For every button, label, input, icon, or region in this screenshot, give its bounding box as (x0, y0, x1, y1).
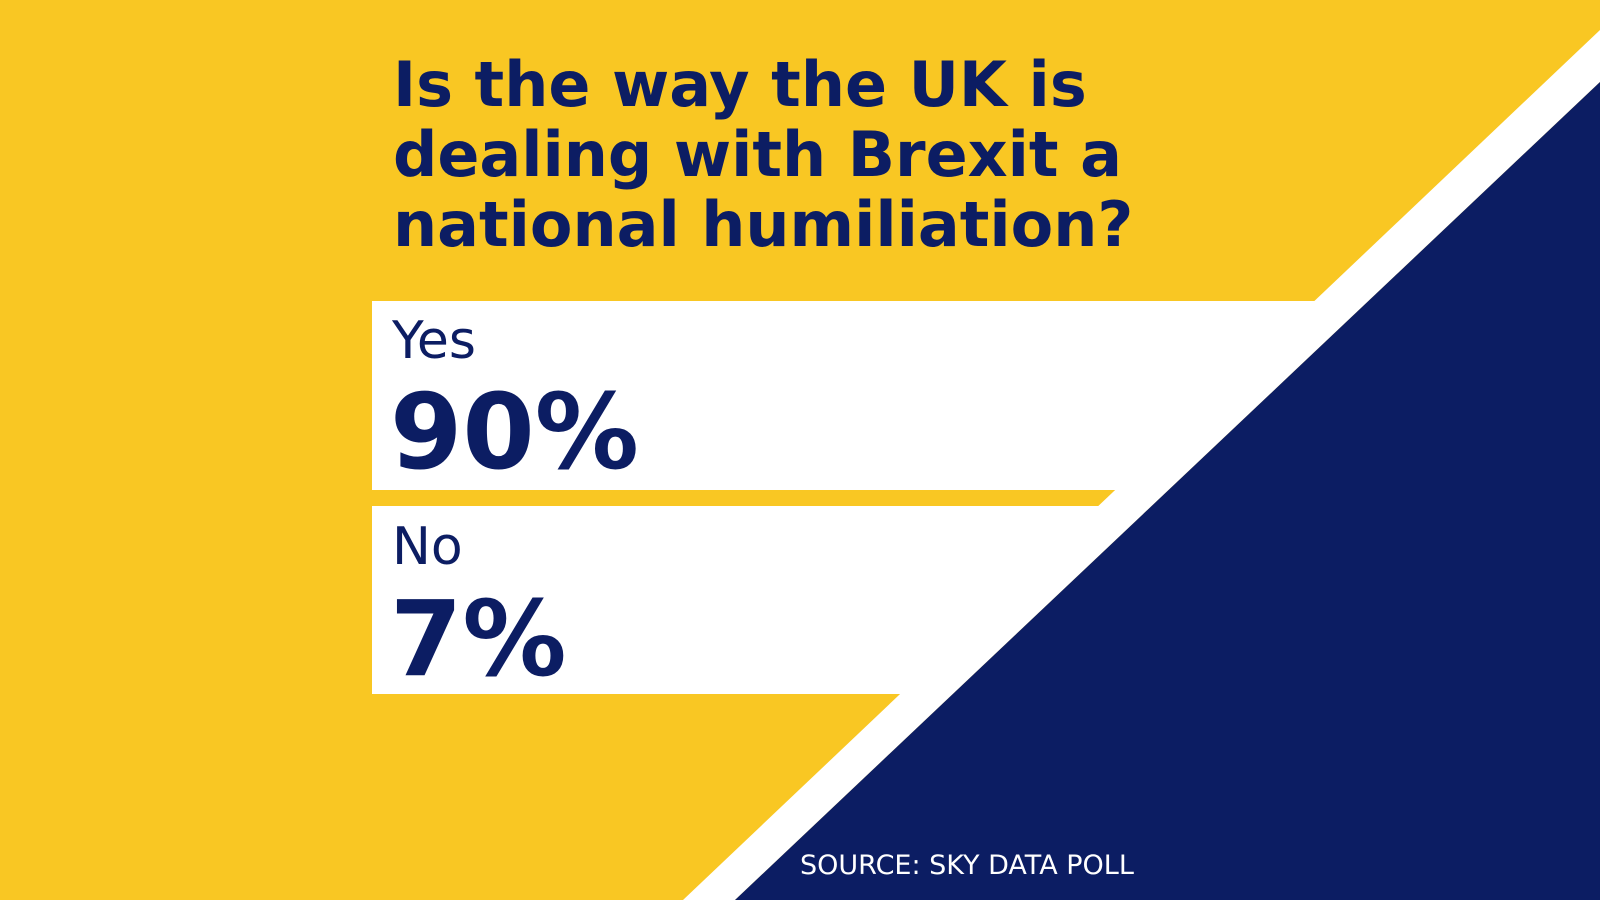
title-line: Is the way the UK is (393, 48, 1087, 121)
answer-box (372, 301, 1322, 490)
answer-label: No (392, 517, 463, 577)
answer-value: 90% (390, 371, 639, 493)
navy-panel (735, 82, 1600, 900)
answer-box (372, 506, 1108, 694)
title-line: dealing with Brexit a (393, 118, 1122, 191)
source-note: SOURCE: SKY DATA POLL (800, 850, 1134, 881)
title-line: national humiliation? (393, 188, 1133, 261)
answer-value: 7% (390, 578, 567, 700)
answer-label: Yes (391, 311, 476, 371)
